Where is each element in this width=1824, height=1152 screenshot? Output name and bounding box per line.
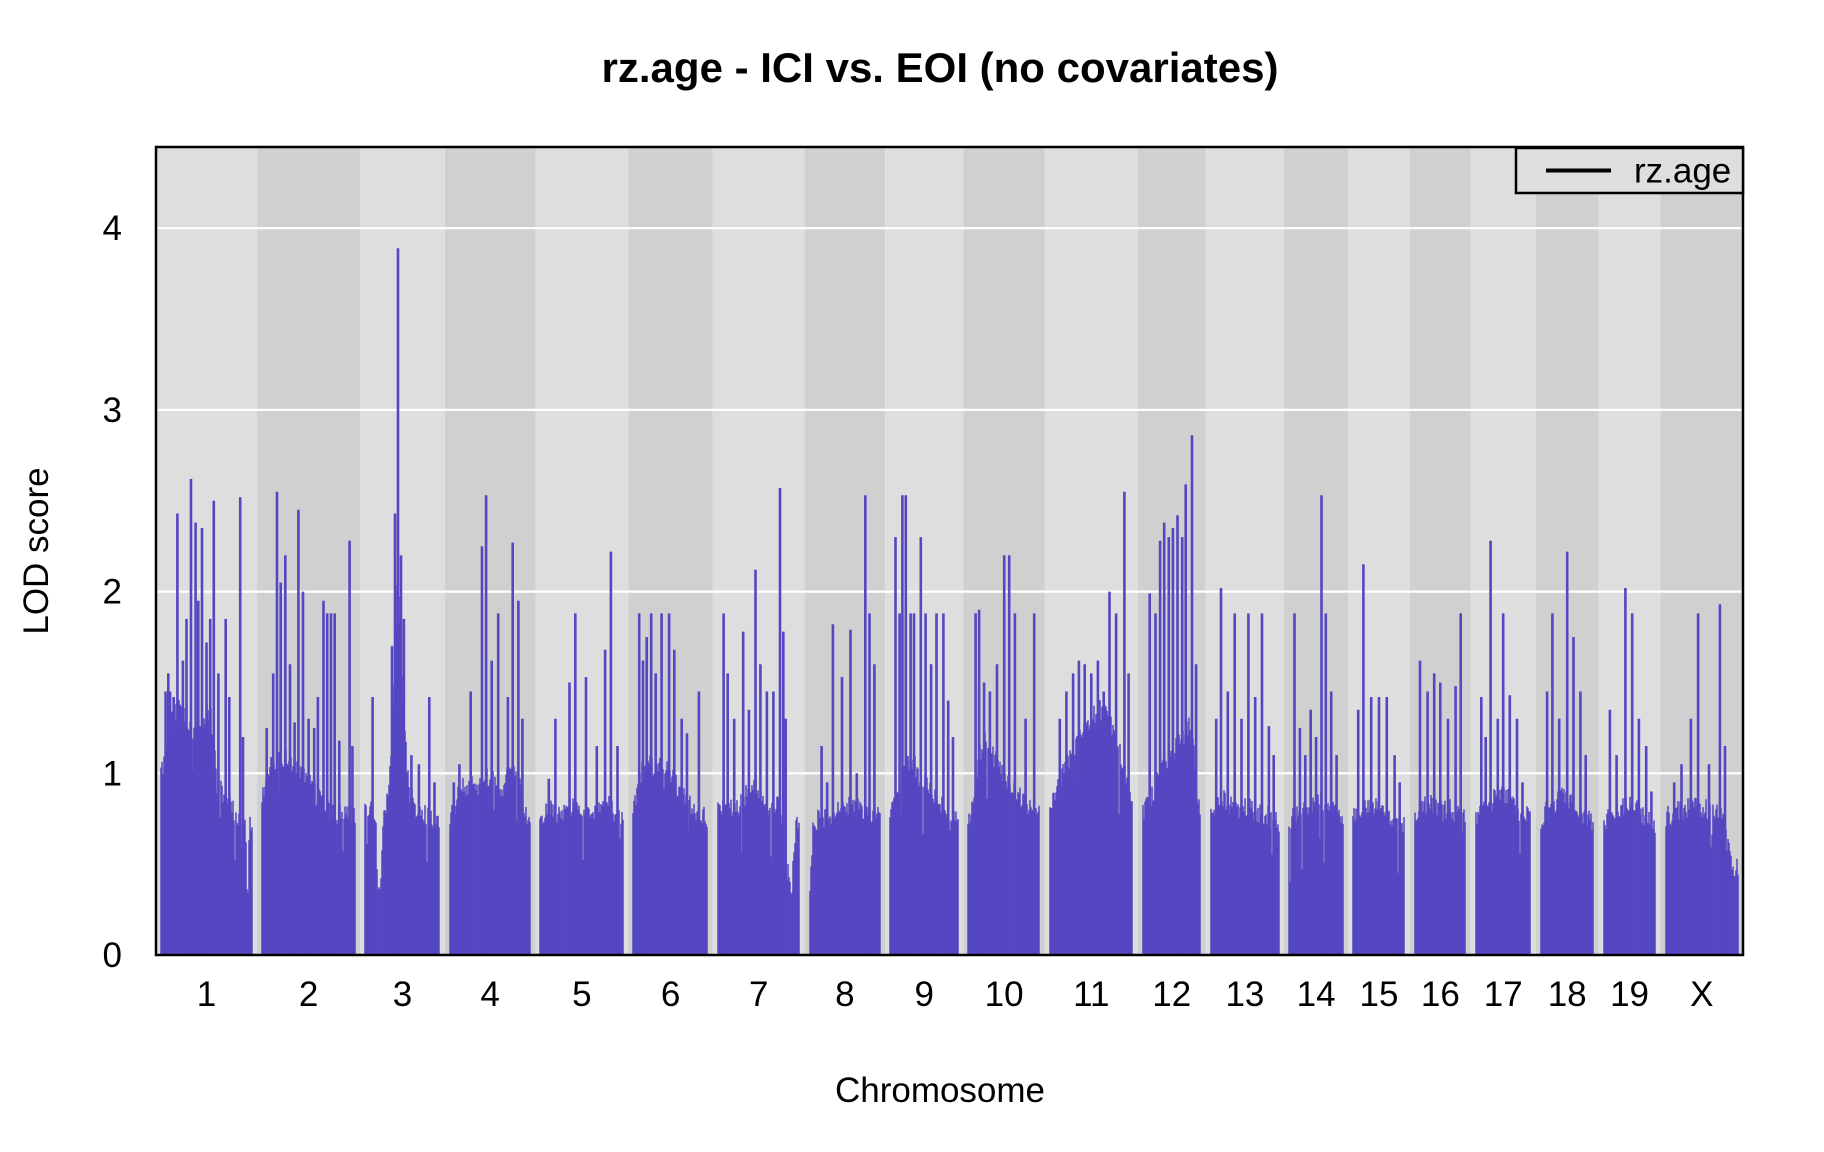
lod-peaks-chr-1 [164,478,245,954]
lod-peaks-chr-10 [974,555,1036,954]
x-tick-label-9: 9 [915,975,934,1014]
lod-peaks-chr-17 [1480,540,1524,954]
x-tick-label-8: 8 [835,975,854,1014]
x-axis-title: Chromosome [835,1071,1045,1110]
lod-peaks-chr-9 [894,495,955,954]
legend-label: rz.age [1634,152,1731,191]
x-tick-label-19: 19 [1610,975,1649,1014]
y-tick-label-2: 2 [103,573,122,612]
lod-peaks-chr-7 [722,488,787,954]
lod-peaks-chr-6 [637,613,701,954]
y-axis-tick-labels: 0 1 2 3 4 [103,209,122,975]
x-tick-label-10: 10 [985,975,1024,1014]
lod-curves [160,248,1739,954]
x-tick-label-15: 15 [1360,975,1399,1014]
chart-title: rz.age - ICI vs. EOI (no covariates) [602,44,1279,91]
plot-border [154,145,1745,957]
x-tick-label-4: 4 [480,975,499,1014]
x-tick-label-5: 5 [572,975,591,1014]
y-tick-label-3: 3 [103,391,122,430]
x-tick-label-13: 13 [1225,975,1264,1014]
x-axis-tick-labels: 1 2 3 4 5 6 7 8 9 10 11 12 13 14 15 16 17 18 19 X [197,975,1714,1014]
x-tick-label-16: 16 [1421,975,1460,1014]
x-tick-label-14: 14 [1297,975,1336,1014]
lod-peaks-chr-15 [1356,564,1401,954]
y-tick-label-0: 0 [103,936,122,975]
x-tick-label-7: 7 [749,975,768,1014]
x-tick-label-12: 12 [1152,975,1191,1014]
legend: rz.age [1514,146,1745,195]
lod-peaks-chr-13 [1214,588,1275,954]
lod-peaks-chr-19 [1608,588,1653,954]
x-tick-label-18: 18 [1548,975,1587,1014]
lod-peaks-chr-14 [1293,495,1338,954]
lod-peaks-chr-8 [820,495,876,954]
lod-peaks-chr-16 [1418,613,1462,954]
lod-peaks-chr-4 [452,495,524,954]
y-tick-label-4: 4 [103,209,122,248]
lod-peaks-chr-18 [1545,551,1587,954]
x-tick-label-3: 3 [393,975,412,1014]
y-axis-title: LOD score [17,467,56,634]
lod-peaks-chr-12 [1148,435,1198,954]
x-tick-label-17: 17 [1484,975,1523,1014]
lod-peaks-chr-2 [265,491,354,954]
y-tick-label-1: 1 [103,754,122,793]
lod-peaks-chr-5 [547,551,619,954]
x-tick-label-X: X [1690,975,1713,1014]
lod-peaks-chr-11 [1058,491,1130,954]
x-tick-label-2: 2 [299,975,318,1014]
lod-peaks-chr-3 [371,248,436,954]
x-tick-label-6: 6 [661,975,680,1014]
lod-peaks-chr-X [1672,604,1727,954]
x-tick-label-11: 11 [1073,975,1109,1014]
x-tick-label-1: 1 [197,975,216,1014]
